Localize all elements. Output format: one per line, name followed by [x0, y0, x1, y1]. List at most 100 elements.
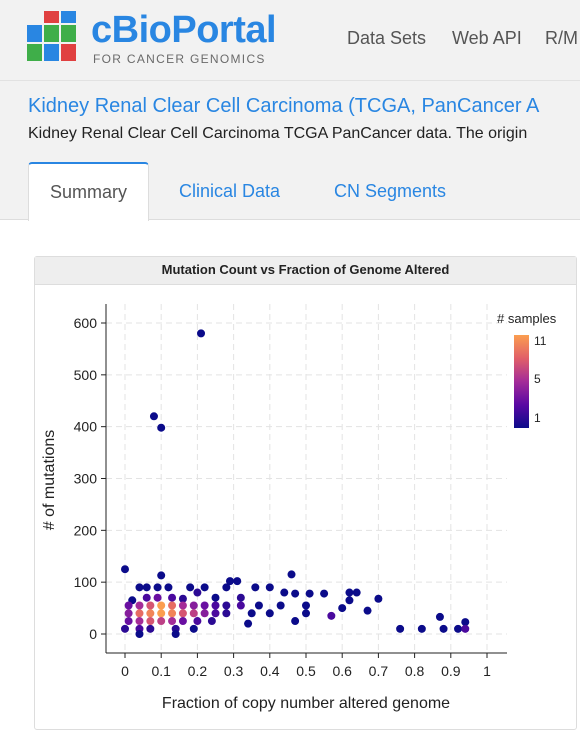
data-point[interactable]: [142, 583, 151, 592]
data-point[interactable]: [254, 601, 263, 610]
study-title[interactable]: Kidney Renal Clear Cell Carcinoma (TCGA,…: [28, 95, 540, 117]
data-point[interactable]: [200, 601, 209, 610]
data-point[interactable]: [135, 601, 144, 610]
y-tick-label: 0: [89, 626, 97, 642]
data-point[interactable]: [135, 609, 144, 618]
data-point[interactable]: [251, 583, 260, 592]
data-point[interactable]: [374, 594, 383, 603]
data-point[interactable]: [168, 593, 177, 602]
data-point[interactable]: [186, 583, 195, 592]
data-point[interactable]: [193, 617, 202, 626]
data-point[interactable]: [121, 565, 129, 574]
data-point[interactable]: [164, 583, 173, 592]
data-point[interactable]: [222, 601, 231, 610]
data-point[interactable]: [305, 589, 314, 598]
data-point[interactable]: [327, 611, 336, 620]
data-point[interactable]: [207, 617, 216, 626]
data-point[interactable]: [352, 588, 361, 597]
tab-cn-segments[interactable]: CN Segments: [334, 181, 447, 201]
data-point[interactable]: [149, 412, 158, 421]
data-point[interactable]: [265, 609, 274, 618]
chart-card-header[interactable]: Mutation Count vs Fraction of Genome Alt…: [35, 257, 576, 285]
data-point[interactable]: [211, 601, 220, 610]
data-point[interactable]: [171, 630, 180, 638]
data-point[interactable]: [291, 617, 300, 626]
data-point[interactable]: [135, 630, 144, 638]
data-point[interactable]: [236, 601, 245, 610]
data-point[interactable]: [280, 588, 289, 597]
data-point[interactable]: [146, 601, 155, 610]
data-point[interactable]: [146, 617, 155, 626]
data-point[interactable]: [320, 589, 329, 598]
data-point[interactable]: [291, 589, 300, 598]
y-tick-label: 100: [74, 574, 98, 590]
data-point[interactable]: [417, 624, 426, 633]
cbioportal-logo[interactable]: cBioPortal FOR CANCER GENOMICS: [27, 9, 277, 71]
data-point[interactable]: [211, 609, 220, 618]
data-point[interactable]: [233, 577, 242, 586]
data-point[interactable]: [121, 624, 129, 633]
y-tick-label: 200: [74, 522, 98, 538]
data-point[interactable]: [135, 617, 144, 626]
data-point[interactable]: [439, 624, 448, 633]
data-point[interactable]: [142, 593, 151, 602]
data-point[interactable]: [168, 601, 177, 610]
data-point[interactable]: [157, 617, 166, 626]
nav-web-api[interactable]: Web API: [452, 28, 522, 48]
x-tick-label: 0.1: [151, 663, 171, 679]
data-point[interactable]: [435, 612, 444, 621]
data-point[interactable]: [168, 609, 177, 618]
data-point[interactable]: [124, 601, 133, 610]
data-point[interactable]: [146, 624, 155, 633]
data-point[interactable]: [157, 601, 166, 610]
data-point[interactable]: [236, 593, 245, 602]
data-point[interactable]: [153, 593, 162, 602]
data-point[interactable]: [189, 601, 198, 610]
data-point[interactable]: [244, 619, 253, 628]
data-point[interactable]: [454, 624, 463, 633]
data-point[interactable]: [363, 606, 372, 615]
data-point[interactable]: [265, 583, 274, 592]
nav-data-sets[interactable]: Data Sets: [347, 28, 427, 48]
data-point[interactable]: [197, 329, 206, 338]
data-point[interactable]: [124, 617, 133, 626]
data-point[interactable]: [178, 617, 187, 626]
data-point[interactable]: [461, 618, 470, 627]
data-point[interactable]: [200, 583, 209, 592]
data-point[interactable]: [222, 583, 231, 592]
data-point[interactable]: [345, 588, 354, 597]
data-point[interactable]: [461, 624, 470, 633]
data-point[interactable]: [157, 609, 166, 618]
data-point[interactable]: [135, 583, 144, 592]
data-point[interactable]: [247, 609, 256, 618]
data-point[interactable]: [345, 596, 354, 605]
data-point[interactable]: [157, 571, 166, 580]
data-point[interactable]: [157, 423, 166, 432]
data-point[interactable]: [302, 601, 310, 610]
data-point[interactable]: [178, 601, 187, 610]
data-point[interactable]: [193, 588, 202, 597]
data-point[interactable]: [124, 609, 133, 618]
data-point[interactable]: [225, 577, 234, 586]
data-point[interactable]: [200, 609, 209, 618]
tab-summary[interactable]: Summary: [28, 162, 150, 221]
data-point[interactable]: [211, 593, 220, 602]
data-point[interactable]: [153, 583, 162, 592]
data-point[interactable]: [178, 594, 187, 603]
data-point[interactable]: [168, 617, 177, 626]
tab-clinical-data[interactable]: Clinical Data: [179, 181, 281, 201]
data-point[interactable]: [396, 624, 405, 633]
data-point[interactable]: [178, 609, 187, 618]
x-tick-label: 0.9: [441, 663, 461, 679]
data-point[interactable]: [338, 604, 347, 613]
data-point[interactable]: [276, 601, 285, 610]
data-point[interactable]: [287, 570, 296, 579]
data-point[interactable]: [222, 609, 231, 618]
nav-r-matlab[interactable]: R/M: [545, 28, 578, 48]
data-point[interactable]: [189, 609, 198, 618]
data-point[interactable]: [189, 624, 198, 633]
top-navbar: cBioPortal FOR CANCER GENOMICS Data Sets…: [0, 0, 580, 81]
data-point[interactable]: [146, 609, 155, 618]
data-points[interactable]: [121, 329, 470, 638]
data-point[interactable]: [302, 609, 310, 618]
